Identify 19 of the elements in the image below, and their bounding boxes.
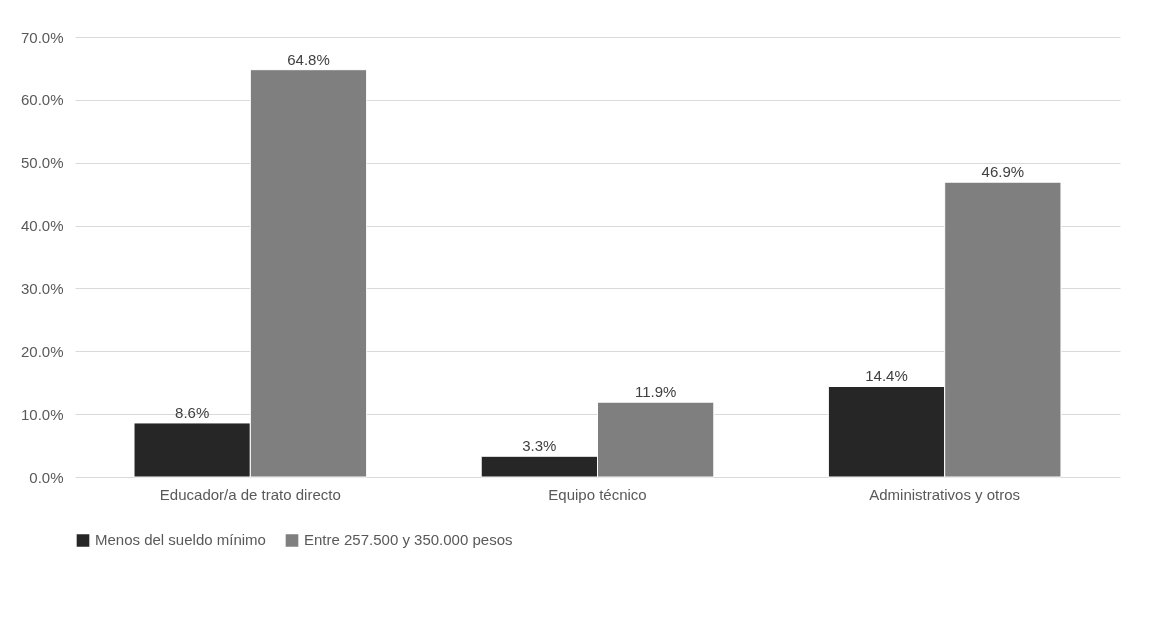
y-tick-label: 50.0%: [20, 154, 64, 172]
y-tick-label: 0.0%: [29, 468, 64, 486]
data-label: 8.6%: [175, 403, 210, 421]
data-label: 11.9%: [634, 383, 677, 401]
data-label: 64.8%: [287, 50, 330, 68]
y-tick-label: 10.0%: [20, 405, 64, 423]
y-tick-label: 20.0%: [20, 342, 64, 360]
y-tick-label: 40.0%: [20, 217, 64, 235]
y-tick-label: 30.0%: [20, 279, 64, 297]
x-tick-label: Administrativos y otros: [869, 485, 1021, 503]
x-tick-label: Educador/a de trato directo: [159, 485, 341, 503]
x-tick-label: Equipo técnico: [548, 485, 647, 503]
legend-label: Menos del sueldo mínimo: [95, 531, 266, 549]
data-label: 46.9%: [981, 163, 1025, 181]
y-tick-label: 60.0%: [20, 91, 64, 109]
y-tick-label: 70.0%: [20, 28, 64, 46]
data-label: 3.3%: [522, 437, 557, 455]
legend-label: Entre 257.500 y 350.000 pesos: [304, 531, 513, 549]
data-label: 14.4%: [865, 367, 908, 385]
